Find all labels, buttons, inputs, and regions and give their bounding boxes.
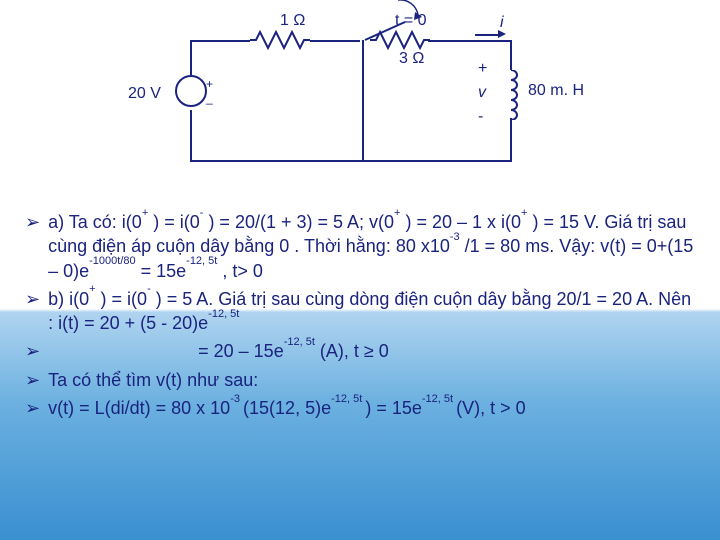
- bullet-icon: ➢: [25, 339, 40, 363]
- solution-item: ➢ Ta có thể tìm v(t) như sau:: [25, 368, 695, 392]
- bullet-icon: ➢: [25, 210, 40, 283]
- solution-text: ➢ a) Ta có: i(0+ ) = i(0- ) = 20/(1 + 3)…: [0, 200, 720, 540]
- solution-text-line: a) Ta có: i(0+ ) = i(0- ) = 20/(1 + 3) =…: [48, 210, 695, 283]
- label-r1: 1 Ω: [280, 12, 305, 30]
- solution-item: ➢ v(t) = L(di/dt) = 80 x 10-3 (15(12, 5)…: [25, 396, 695, 420]
- inductor: [502, 70, 520, 120]
- wire-right-bottom: [510, 118, 512, 160]
- wire-top-mid: [310, 40, 360, 42]
- arrow-i: [498, 30, 506, 38]
- bullet-icon: ➢: [25, 368, 40, 392]
- wire-left-top: [190, 40, 192, 75]
- label-r2: 3 Ω: [399, 50, 424, 68]
- resistor-1ohm: [250, 30, 310, 50]
- solution-item: ➢ = 20 – 15e-12, 5t (A), t ≥ 0: [25, 339, 695, 363]
- source-minus: _: [206, 92, 213, 104]
- solution-text-line: Ta có thể tìm v(t) như sau:: [48, 368, 695, 392]
- wire-left-bottom: [190, 110, 192, 162]
- bullet-icon: ➢: [25, 396, 40, 420]
- voltage-source: [175, 75, 207, 107]
- solution-text-line: = 20 – 15e-12, 5t (A), t ≥ 0: [48, 339, 695, 363]
- wire-right-top: [510, 40, 512, 70]
- resistor-3ohm: [370, 30, 430, 50]
- wire-mid-vert: [362, 40, 364, 162]
- label-v: v: [478, 84, 486, 102]
- label-t0: t = 0: [395, 12, 427, 30]
- wire-bottom: [190, 160, 512, 162]
- wire-top-left: [190, 40, 250, 42]
- solution-item: ➢ b) i(0+ ) = i(0- ) = 5 A. Giá trị sau …: [25, 287, 695, 336]
- label-vminus: -: [478, 108, 483, 126]
- label-vplus: +: [478, 60, 487, 78]
- wire-top-right: [428, 40, 510, 42]
- solution-text-line: b) i(0+ ) = i(0- ) = 5 A. Giá trị sau cù…: [48, 287, 695, 336]
- label-inductor: 80 m. H: [528, 82, 584, 100]
- bullet-icon: ➢: [25, 287, 40, 336]
- solution-item: ➢ a) Ta có: i(0+ ) = i(0- ) = 20/(1 + 3)…: [25, 210, 695, 283]
- wire-i-arrow: [475, 34, 500, 36]
- label-source: 20 V: [128, 85, 161, 103]
- circuit-diagram: 1 Ω t = 0 3 Ω i + v - 80 m. H + _ 20 V: [0, 0, 720, 200]
- solution-text-line: v(t) = L(di/dt) = 80 x 10-3 (15(12, 5)e-…: [48, 396, 695, 420]
- source-plus: +: [206, 78, 213, 90]
